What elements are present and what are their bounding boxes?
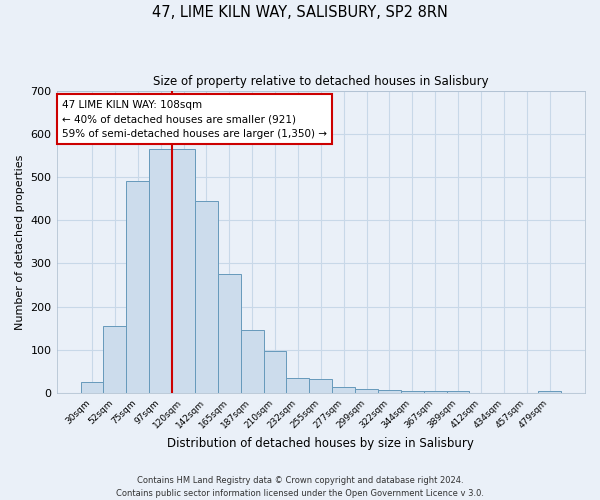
Bar [263, 351, 286, 393]
Bar [103, 326, 127, 393]
X-axis label: Distribution of detached houses by size in Salisbury: Distribution of detached houses by size … [167, 437, 474, 450]
Bar [446, 392, 469, 393]
Bar [286, 378, 310, 393]
Bar [332, 386, 355, 393]
Title: Size of property relative to detached houses in Salisbury: Size of property relative to detached ho… [153, 75, 488, 88]
Bar [195, 201, 218, 393]
Bar [127, 182, 149, 393]
Text: Contains HM Land Registry data © Crown copyright and database right 2024.
Contai: Contains HM Land Registry data © Crown c… [116, 476, 484, 498]
Text: 47, LIME KILN WAY, SALISBURY, SP2 8RN: 47, LIME KILN WAY, SALISBURY, SP2 8RN [152, 5, 448, 20]
Y-axis label: Number of detached properties: Number of detached properties [15, 154, 25, 330]
Bar [149, 149, 172, 393]
Bar [218, 274, 241, 393]
Bar [241, 330, 263, 393]
Bar [401, 391, 424, 393]
Bar [355, 389, 378, 393]
Text: 47 LIME KILN WAY: 108sqm
← 40% of detached houses are smaller (921)
59% of semi-: 47 LIME KILN WAY: 108sqm ← 40% of detach… [62, 100, 327, 139]
Bar [378, 390, 401, 393]
Bar [310, 379, 332, 393]
Bar [172, 149, 195, 393]
Bar [80, 382, 103, 393]
Bar [538, 391, 561, 393]
Bar [424, 392, 446, 393]
